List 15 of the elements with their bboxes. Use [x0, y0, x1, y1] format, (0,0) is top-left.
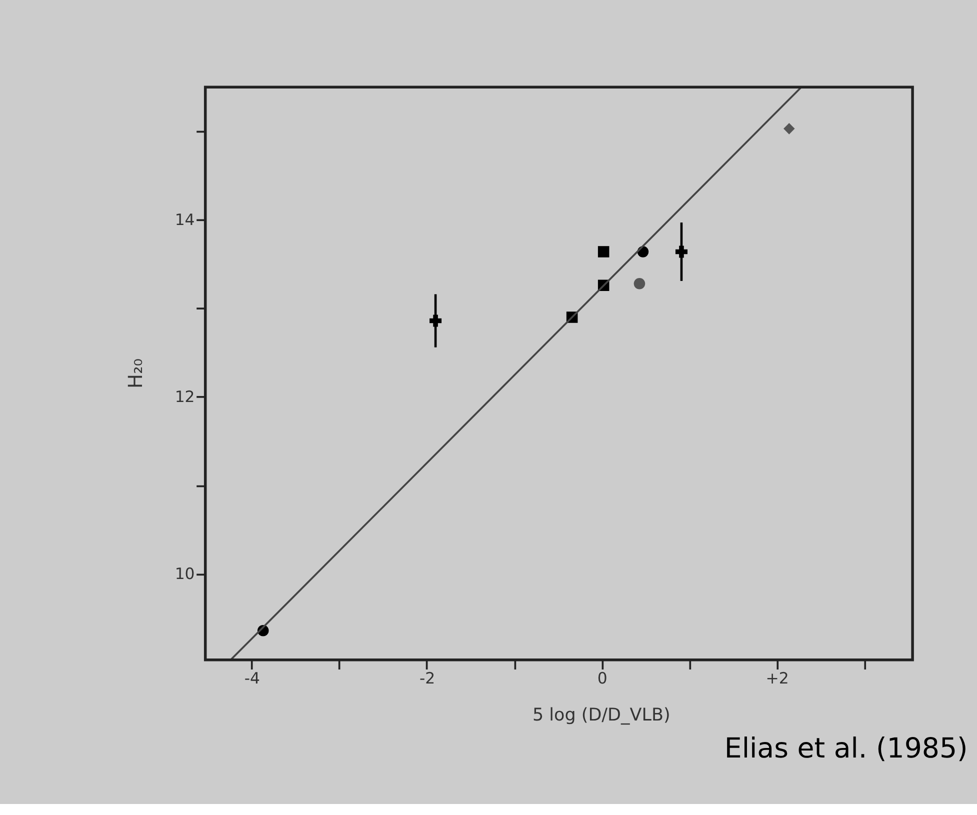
x-tick-label: 0: [597, 668, 608, 688]
y-tick-label: 14: [174, 210, 195, 229]
point: [598, 246, 610, 258]
y-tick-label: 12: [174, 386, 195, 406]
text: Elias et al. (1985): [724, 731, 968, 764]
x-tick-label: -2: [419, 668, 436, 688]
x-axis-title: 5 log (D/D_VLB): [532, 706, 670, 726]
y-tick-label: 10: [174, 564, 195, 584]
point: [430, 314, 442, 327]
point: [675, 246, 688, 258]
x-tick-label: -4: [244, 668, 260, 688]
point: [783, 123, 795, 134]
y-axis-title: H₂₀: [124, 358, 147, 388]
x-tick-label: +2: [766, 668, 789, 688]
point: [634, 278, 646, 290]
